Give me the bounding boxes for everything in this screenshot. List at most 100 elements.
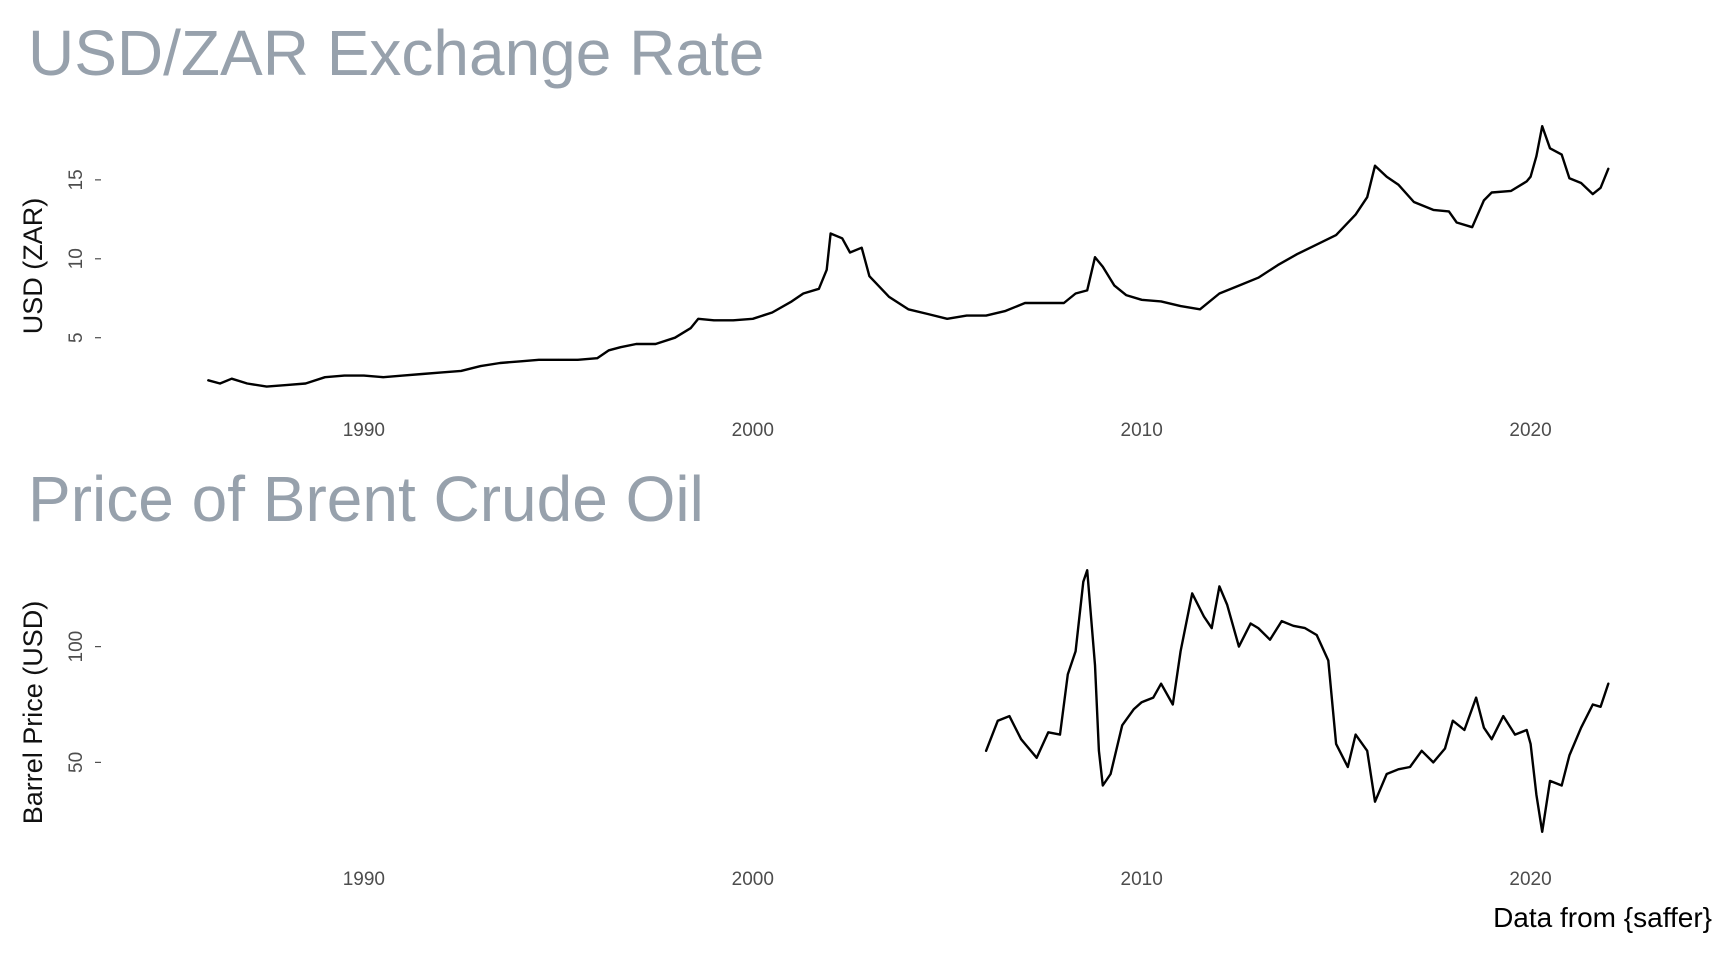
data-point bbox=[946, 317, 949, 320]
data-point bbox=[674, 336, 676, 339]
data-point bbox=[1160, 300, 1162, 303]
data-point bbox=[1385, 175, 1388, 178]
data-point bbox=[460, 370, 462, 372]
data-point bbox=[230, 377, 233, 380]
data-point bbox=[1101, 265, 1104, 268]
data-point bbox=[1280, 620, 1283, 622]
data-point bbox=[926, 313, 929, 315]
data-point bbox=[576, 358, 579, 361]
data-point bbox=[1549, 780, 1551, 782]
data-point bbox=[265, 385, 268, 388]
data-point bbox=[1432, 761, 1435, 764]
data-point bbox=[421, 373, 424, 375]
data-point bbox=[1109, 773, 1112, 775]
data-point bbox=[1276, 264, 1279, 266]
data-point bbox=[1292, 624, 1295, 627]
data-point bbox=[996, 719, 999, 722]
data-point bbox=[841, 237, 844, 240]
data-point bbox=[1125, 294, 1127, 296]
data-point bbox=[1366, 196, 1369, 199]
data-point bbox=[1510, 190, 1512, 192]
data-point bbox=[1066, 673, 1069, 676]
oil-price-plot: 1990 2000 2010 2020 50 100 Barrel Price (USD) bbox=[18, 568, 1610, 890]
data-point bbox=[219, 382, 221, 385]
data-point bbox=[1549, 147, 1551, 150]
data-point bbox=[343, 374, 346, 377]
y-tick-label: 10 bbox=[66, 248, 87, 269]
data-point bbox=[1483, 199, 1485, 202]
data-point bbox=[689, 327, 692, 330]
data-point bbox=[1315, 243, 1318, 246]
x-tick-label: 2020 bbox=[1509, 420, 1551, 441]
data-point bbox=[1059, 733, 1061, 736]
data-point bbox=[557, 358, 560, 361]
data-point bbox=[1086, 289, 1089, 292]
data-point bbox=[1385, 773, 1388, 775]
data-point bbox=[479, 365, 482, 367]
data-point bbox=[1374, 164, 1376, 167]
data-point bbox=[1101, 784, 1104, 787]
data-point bbox=[732, 319, 735, 322]
data-point bbox=[499, 362, 501, 364]
data-point bbox=[1535, 793, 1538, 796]
data-point bbox=[1541, 830, 1544, 833]
x-tick-label: 2000 bbox=[732, 869, 774, 890]
data-point bbox=[1560, 153, 1563, 156]
data-point bbox=[1043, 302, 1046, 304]
data-point bbox=[1346, 766, 1349, 768]
data-point bbox=[1191, 592, 1194, 595]
y-tick-label: 50 bbox=[66, 752, 87, 773]
data-point bbox=[1490, 191, 1493, 194]
data-point bbox=[654, 343, 657, 345]
data-point bbox=[1210, 627, 1213, 629]
data-point bbox=[1366, 749, 1369, 752]
data-point bbox=[1354, 213, 1357, 216]
data-point bbox=[1455, 221, 1458, 224]
data-point bbox=[1335, 743, 1337, 745]
data-point bbox=[1094, 256, 1096, 259]
data-point bbox=[1008, 715, 1011, 717]
data-point bbox=[1082, 580, 1085, 583]
data-point bbox=[1475, 696, 1477, 699]
data-point bbox=[1568, 177, 1571, 180]
data-point bbox=[713, 319, 715, 322]
data-point bbox=[1218, 585, 1221, 588]
data-point bbox=[1074, 650, 1077, 653]
exchange-rate-plot: 1990 2000 2010 2020 5 10 15 USD (ZAR) bbox=[18, 124, 1610, 441]
x-tick-label: 2010 bbox=[1121, 869, 1163, 890]
data-point bbox=[1327, 659, 1330, 662]
data-point bbox=[1413, 201, 1415, 203]
data-point bbox=[207, 379, 210, 382]
data-point bbox=[285, 384, 287, 386]
data-point bbox=[1607, 167, 1610, 170]
data-point bbox=[1121, 724, 1124, 727]
data-point bbox=[1502, 715, 1505, 717]
data-point bbox=[829, 232, 832, 235]
data-point bbox=[246, 382, 249, 385]
y-axis-title: Barrel Price (USD) bbox=[18, 601, 48, 825]
data-point bbox=[1203, 615, 1205, 618]
x-tick-label: 1990 bbox=[343, 420, 385, 441]
data-point bbox=[1024, 302, 1026, 304]
x-tick-label: 2000 bbox=[732, 420, 774, 441]
data-point bbox=[1599, 705, 1602, 708]
data-point bbox=[751, 317, 754, 320]
data-point bbox=[518, 360, 521, 363]
data-point bbox=[985, 314, 987, 317]
data-point bbox=[1035, 756, 1038, 759]
data-point bbox=[1607, 682, 1610, 685]
data-point bbox=[1238, 645, 1240, 648]
data-point bbox=[825, 268, 828, 271]
data-point bbox=[1580, 182, 1582, 184]
data-point bbox=[1591, 193, 1594, 196]
data-point bbox=[1086, 569, 1089, 572]
data-point bbox=[401, 374, 404, 377]
data-point bbox=[1568, 754, 1571, 757]
data-point bbox=[1257, 627, 1260, 629]
data-point bbox=[965, 314, 968, 317]
data-point bbox=[1074, 292, 1077, 295]
data-point bbox=[802, 292, 805, 295]
data-point bbox=[1152, 696, 1155, 699]
data-point bbox=[849, 251, 851, 254]
data-point bbox=[1063, 302, 1065, 304]
